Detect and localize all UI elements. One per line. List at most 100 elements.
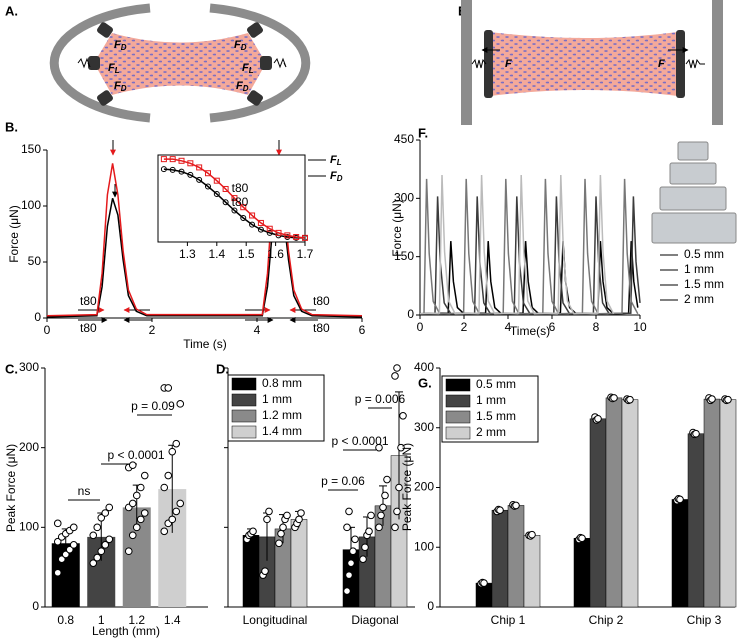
force-symbol: F [234, 39, 241, 51]
force-subscript: D [121, 84, 127, 93]
legend-label: 2 mm [476, 425, 506, 439]
bar [242, 535, 260, 608]
marker [204, 170, 211, 177]
data-point [692, 429, 700, 438]
marker [213, 190, 220, 197]
data-point [349, 547, 357, 556]
legend-label: 0.5 mm [684, 247, 724, 261]
force-symbol: F [236, 80, 243, 92]
data-point [93, 523, 102, 532]
data-point [381, 491, 389, 500]
y-tick-label: 0 [32, 599, 39, 613]
data-point [128, 461, 137, 469]
marker [196, 164, 203, 171]
data-point [61, 550, 70, 559]
data-point [578, 534, 586, 543]
data-point [345, 507, 353, 516]
data-point [395, 483, 403, 492]
annotation: p = 0.006 [355, 392, 406, 406]
marker [213, 177, 220, 184]
annotation: p = 0.06 [321, 474, 365, 488]
marker [302, 234, 308, 241]
legend-label: 0.5 mm [476, 377, 516, 391]
post [97, 22, 113, 38]
cells [94, 33, 266, 95]
marker [275, 229, 282, 236]
y-tick-label: 300 [19, 360, 39, 374]
data-point [136, 483, 145, 492]
data-point [261, 567, 269, 575]
data-point [391, 372, 399, 380]
x-tick-label: 1.4 [208, 247, 225, 261]
legend-label: 1.5 mm [684, 277, 724, 291]
marker [187, 160, 194, 167]
data-point [393, 364, 401, 372]
data-point [136, 515, 145, 524]
y-tick-label: 0 [34, 310, 41, 324]
x-tick-label: 2 [461, 320, 468, 334]
x-axis-label: Time (s) [183, 337, 227, 351]
annotation: t80 [80, 294, 97, 308]
post [247, 22, 263, 38]
force-subscript: L [115, 66, 120, 75]
data-point [351, 535, 359, 544]
marker [178, 168, 185, 175]
wall [712, 0, 723, 125]
panel-label: B. [5, 119, 18, 134]
force-symbol: F [330, 154, 337, 166]
data-point [610, 394, 618, 402]
x-axis-label: Time(s) [510, 324, 550, 338]
marker [169, 166, 176, 173]
data-point [359, 555, 367, 564]
annotation: p < 0.0001 [331, 434, 388, 448]
x-tick-label: 1.7 [297, 247, 314, 261]
marker [257, 219, 264, 226]
force-subscript: D [337, 174, 343, 183]
data-point [160, 483, 169, 492]
spring [273, 57, 287, 69]
y-tick-label: 100 [19, 520, 39, 534]
bar [719, 399, 737, 608]
brackets [68, 407, 392, 501]
data-point [343, 523, 351, 532]
data-point [164, 471, 173, 480]
data-point [367, 511, 375, 520]
data-point [283, 511, 291, 520]
panel-label: F. [418, 125, 428, 140]
data-point [89, 531, 98, 540]
y-tick-label: 0 [427, 599, 434, 613]
data-point [168, 515, 177, 524]
x-tick-label: 8 [593, 320, 600, 334]
force-label: FD [234, 39, 247, 52]
frame-arc [209, 3, 311, 123]
marker [222, 199, 229, 206]
marker [160, 156, 167, 163]
legend-label: 0.8 mm [262, 376, 302, 390]
wall [461, 0, 472, 125]
y-axis-label: Peak Force (μN) [4, 444, 18, 532]
bar [589, 418, 607, 608]
y-tick-label: 100 [21, 198, 41, 212]
spring [77, 57, 91, 69]
x-tick-label: 0.8 [57, 613, 74, 627]
force-label: FD [236, 80, 249, 93]
annotation: t80 [232, 195, 249, 209]
panel-label: C. [5, 361, 18, 376]
data-point [140, 471, 149, 480]
legend-swatch [445, 378, 471, 392]
x-tick-label: 1.6 [267, 247, 284, 261]
data-point [164, 384, 173, 392]
data-point [265, 507, 273, 516]
force-label: FL [330, 154, 342, 167]
data-point [496, 506, 504, 515]
chip [651, 212, 737, 244]
x-tick-label: 1.5 [238, 247, 255, 261]
data-point [172, 439, 181, 448]
marker [231, 207, 238, 214]
data-point [249, 527, 257, 536]
frame-arc [49, 3, 151, 123]
force-symbol: F [330, 170, 337, 182]
data-point [375, 443, 383, 452]
chip [669, 162, 717, 185]
panel-label: A. [5, 3, 18, 18]
